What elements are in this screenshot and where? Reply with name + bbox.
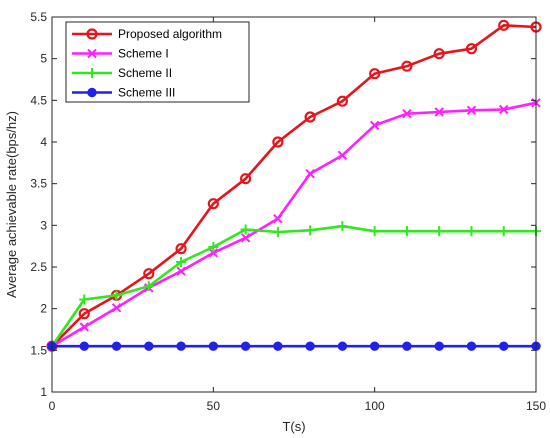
x-axis-title: T(s) xyxy=(282,419,305,434)
y-tick-label: 1 xyxy=(40,385,47,399)
x-tick-label: 100 xyxy=(365,399,385,413)
x-tick-label: 0 xyxy=(49,399,56,413)
legend-item: Scheme II xyxy=(72,66,172,80)
data-point xyxy=(305,225,316,236)
data-point xyxy=(466,341,477,351)
data-point xyxy=(273,341,283,351)
data-point xyxy=(337,341,348,351)
data-point xyxy=(401,60,413,72)
legend-marker xyxy=(86,28,98,40)
data-point xyxy=(111,303,122,313)
legend: Proposed algorithm Scheme I Scheme II Schem… xyxy=(65,21,250,103)
series-line xyxy=(51,101,537,348)
data-point xyxy=(369,120,380,131)
legend-item: Scheme III xyxy=(72,86,175,100)
x-tick-label: 150 xyxy=(526,399,546,413)
data-point xyxy=(240,224,251,235)
data-point xyxy=(305,341,315,351)
data-point xyxy=(240,233,251,243)
y-tick-label: 4 xyxy=(40,135,47,149)
data-point xyxy=(498,226,509,237)
data-point xyxy=(336,95,348,107)
y-tick-label: 3.5 xyxy=(30,177,47,191)
data-point xyxy=(499,341,509,351)
y-tick-label: 2 xyxy=(40,302,47,316)
series-line xyxy=(50,224,536,347)
data-point xyxy=(208,242,219,252)
data-point xyxy=(143,281,154,292)
data-point xyxy=(466,105,477,116)
data-point xyxy=(337,150,348,161)
data-point xyxy=(337,221,348,232)
legend-item: Scheme I xyxy=(72,47,169,61)
data-point xyxy=(176,341,186,351)
data-point xyxy=(176,266,186,276)
data-point xyxy=(466,226,477,237)
data-point xyxy=(401,226,412,237)
data-point xyxy=(143,268,155,280)
data-point xyxy=(273,213,283,224)
data-point xyxy=(78,308,90,320)
data-point xyxy=(433,48,445,60)
data-point xyxy=(402,108,412,119)
data-point xyxy=(369,226,380,237)
data-point xyxy=(369,341,380,351)
data-point xyxy=(498,19,510,31)
data-point xyxy=(79,294,90,305)
data-point xyxy=(79,322,89,332)
data-point xyxy=(208,341,219,351)
data-point xyxy=(208,248,219,258)
data-point xyxy=(272,136,284,148)
y-axis-title: Average achievable rate(bps/hz) xyxy=(4,111,19,298)
legend-marker xyxy=(87,87,97,98)
data-point xyxy=(176,257,187,267)
data-point xyxy=(272,227,283,237)
data-point xyxy=(499,104,509,115)
data-point xyxy=(144,341,154,351)
data-point xyxy=(240,341,251,351)
data-point xyxy=(111,290,122,301)
tick-layer: 0 50 100 150 1 1.5 2 2.5 3 3.5 4 4.5 5 5.5 xyxy=(30,10,546,413)
data-point xyxy=(465,43,478,55)
plot-frame xyxy=(51,16,537,393)
series-layer xyxy=(46,19,542,352)
y-tick-label: 1.5 xyxy=(30,343,47,357)
data-point xyxy=(240,173,252,185)
y-tick-label: 3 xyxy=(40,218,47,232)
legend-label: Scheme I xyxy=(118,47,169,61)
y-tick-label: 4.5 xyxy=(30,93,47,107)
data-point xyxy=(434,107,444,117)
legend-marker xyxy=(87,48,97,59)
series-2 xyxy=(47,98,541,351)
legend-label: Scheme III xyxy=(118,86,175,100)
data-point xyxy=(304,111,316,123)
legend-item: Proposed algorithm xyxy=(72,27,222,41)
y-tick-label: 5.5 xyxy=(30,10,47,24)
data-point xyxy=(434,226,445,237)
data-point xyxy=(79,341,89,351)
legend-label: Proposed algorithm xyxy=(118,27,222,41)
data-point xyxy=(305,168,315,179)
y-tick-label: 5 xyxy=(40,52,47,66)
data-point xyxy=(175,243,187,255)
legend-marker xyxy=(87,68,97,78)
x-tick-label: 50 xyxy=(207,399,221,413)
data-point xyxy=(369,68,381,80)
data-point xyxy=(111,341,122,351)
series-line xyxy=(51,24,537,348)
legend-label: Scheme II xyxy=(118,66,172,80)
series-4 xyxy=(47,341,541,351)
data-point xyxy=(402,341,412,351)
data-point xyxy=(207,198,219,210)
data-point xyxy=(434,341,444,351)
y-tick-label: 2.5 xyxy=(30,260,47,274)
